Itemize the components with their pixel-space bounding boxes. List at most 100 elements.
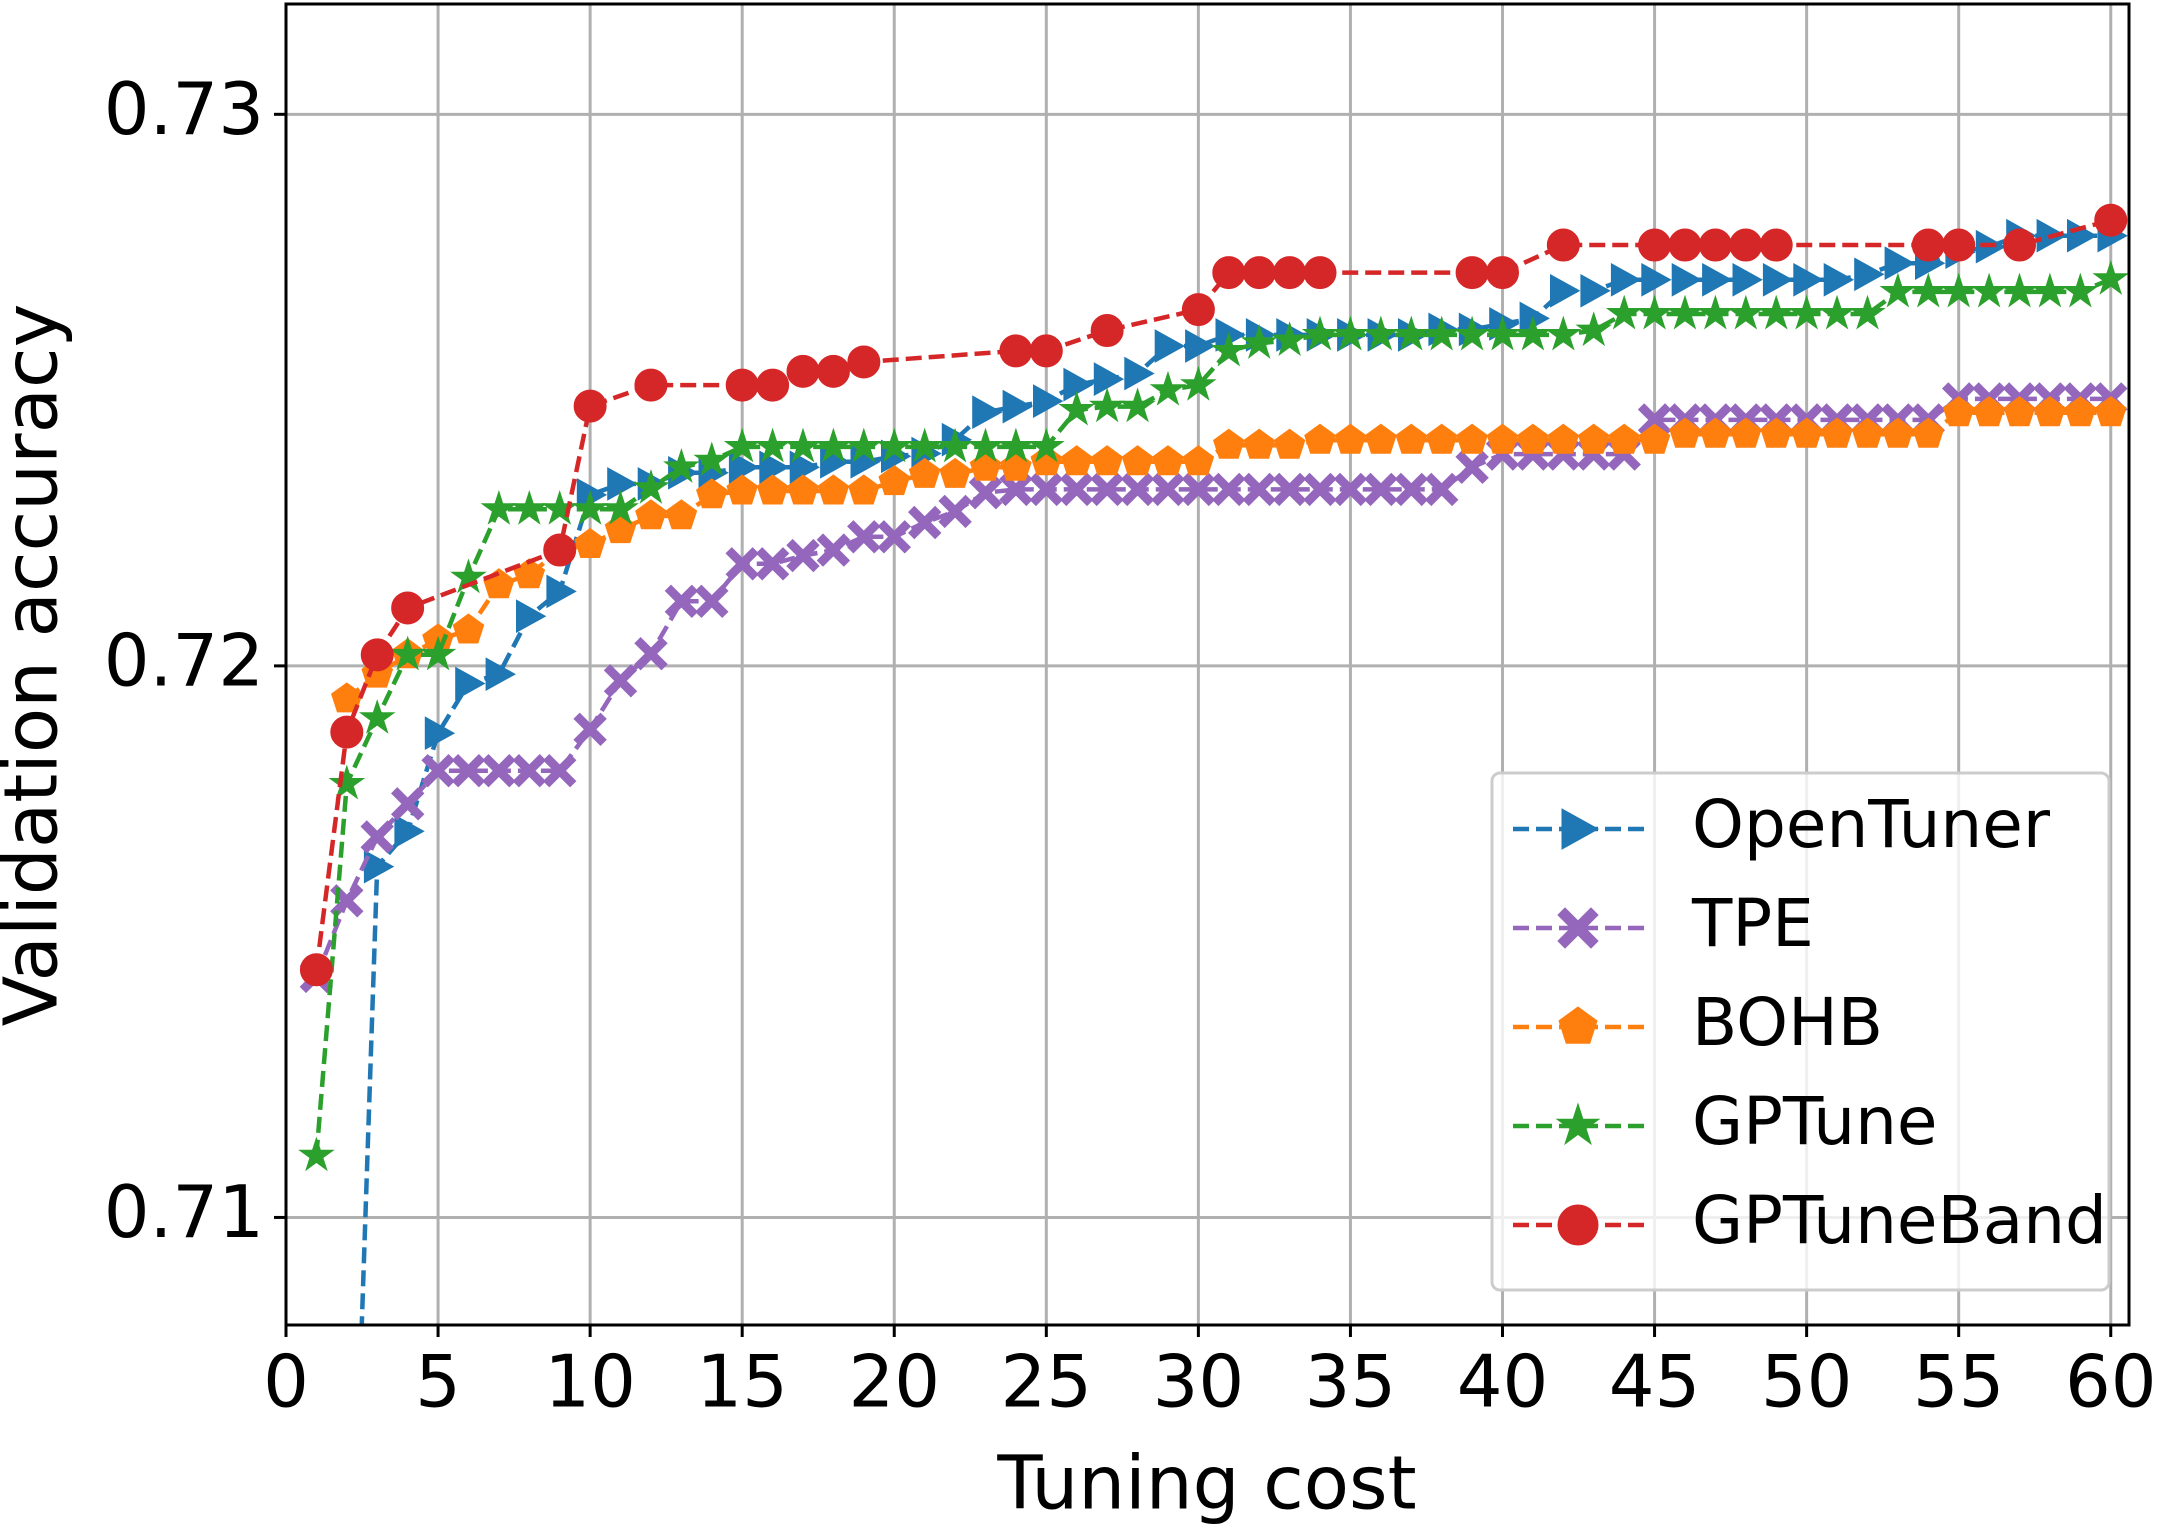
data-point: [607, 467, 638, 501]
data-point: [1973, 396, 2005, 427]
data-point: [2067, 218, 2098, 253]
data-point: [1580, 273, 1611, 308]
data-point: [634, 636, 668, 671]
data-point: [2094, 396, 2127, 427]
data-point: [848, 474, 880, 505]
data-point: [1121, 445, 1154, 476]
data-point: [1942, 228, 1976, 262]
data-point: [1210, 331, 1248, 367]
data-point: [693, 441, 731, 477]
data-point: [1304, 423, 1336, 454]
data-point: [847, 345, 881, 379]
data-point: [360, 820, 394, 854]
data-point: [2034, 396, 2066, 427]
data-point: [574, 527, 606, 558]
data-point: [1090, 472, 1124, 507]
data-point: [358, 699, 396, 734]
data-point: [665, 499, 698, 530]
data-point: [969, 450, 1002, 481]
data-point: [936, 427, 974, 463]
data-point: [1180, 365, 1217, 401]
data-point: [1638, 228, 1672, 262]
data-point: [1303, 256, 1337, 290]
data-point: [786, 538, 820, 573]
data-point: [784, 427, 822, 463]
data-point: [1942, 396, 1975, 427]
data-point: [1365, 423, 1397, 454]
data-point: [1702, 262, 1733, 297]
data-point: [875, 427, 913, 463]
data-point: [1272, 472, 1307, 507]
x-axis-label: Tuning cost: [996, 1441, 1416, 1527]
data-point: [1762, 262, 1794, 297]
plot-area: [298, 203, 2129, 1325]
legend-label: GPTune: [1692, 1083, 1938, 1160]
data-point: [1334, 423, 1367, 454]
data-point: [1668, 228, 1702, 262]
data-point: [1517, 423, 1549, 454]
data-point: [728, 450, 760, 485]
data-point: [543, 533, 577, 567]
data-point: [483, 568, 515, 599]
data-point: [480, 489, 518, 525]
data-point: [546, 574, 577, 609]
data-point: [1425, 423, 1458, 454]
data-point: [328, 764, 366, 800]
data-point: [2062, 272, 2099, 308]
data-point: [541, 489, 579, 525]
data-point: [1059, 472, 1094, 507]
data-point: [2064, 396, 2097, 427]
data-point: [1333, 472, 1368, 507]
data-point: [635, 499, 667, 530]
data-point: [967, 427, 1004, 463]
x-tick-label: 60: [2065, 1340, 2157, 1424]
data-point: [972, 395, 1003, 430]
data-point: [632, 469, 670, 504]
data-point: [1395, 423, 1428, 454]
x-tick-label: 50: [1761, 1340, 1853, 1424]
x-tick-label: 5: [415, 1340, 461, 1424]
data-point: [1423, 315, 1460, 351]
data-point: [1090, 314, 1124, 348]
data-point: [1002, 389, 1033, 424]
legend-marker: [1558, 1006, 1598, 1044]
data-point: [424, 716, 456, 751]
data-point: [2092, 259, 2129, 295]
x-tick-label: 30: [1153, 1340, 1245, 1424]
data-point: [663, 448, 700, 483]
data-point: [1181, 472, 1216, 507]
data-point: [1818, 294, 1856, 330]
data-point: [1243, 428, 1275, 459]
data-point: [817, 474, 850, 505]
data-point: [1550, 273, 1581, 308]
data-point: [1213, 428, 1245, 459]
y-tick-label: 0.73: [104, 67, 264, 151]
data-point: [1063, 367, 1094, 402]
data-point: [1575, 311, 1613, 347]
data-point: [908, 457, 941, 488]
data-point: [1970, 272, 2008, 308]
data-point: [1636, 294, 1673, 330]
legend-label: BOHB: [1692, 984, 1883, 1061]
data-point: [2031, 272, 2069, 308]
x-tick-label: 25: [1001, 1340, 1093, 1424]
ticks: 0 5 10 15 20 25 30 35 40 45 50 55 60 0.71 0.72 0.73: [104, 67, 2157, 1424]
data-point: [1029, 472, 1064, 507]
data-point: [1608, 423, 1640, 454]
legend-marker: [1555, 1102, 1601, 1146]
data-point: [1185, 329, 1216, 363]
data-point: [1698, 228, 1732, 262]
data-point: [754, 427, 791, 463]
data-point: [1605, 294, 1643, 330]
data-point: [389, 635, 426, 671]
data-point: [756, 368, 790, 402]
data-point: [1911, 228, 1945, 262]
data-point: [485, 657, 516, 692]
data-point: [573, 712, 607, 747]
data-point: [511, 489, 548, 525]
data-point: [516, 599, 547, 634]
data-point: [1577, 423, 1610, 454]
data-point: [451, 753, 486, 788]
data-point: [939, 457, 971, 488]
data-point: [1610, 262, 1642, 297]
